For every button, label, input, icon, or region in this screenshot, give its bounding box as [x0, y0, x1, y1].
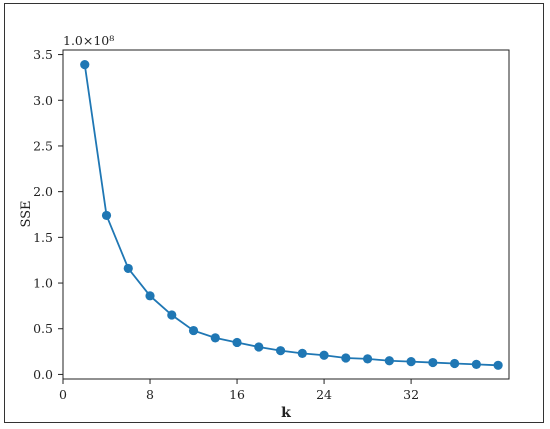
- chart-frame: [4, 3, 544, 423]
- y-tick-label: 3.0: [33, 93, 53, 108]
- x-tick-label: 24: [316, 387, 332, 402]
- x-tick-label: 0: [59, 387, 67, 402]
- y-tick-label: 0.5: [33, 321, 53, 336]
- y-tick-label: 1.0: [33, 276, 53, 291]
- data-point: [341, 353, 351, 363]
- y-tick-label: 3.5: [33, 47, 53, 62]
- series-line: [83, 64, 499, 367]
- data-point: [428, 357, 438, 368]
- y-tick-label: 2.0: [33, 184, 53, 199]
- data-point: [101, 210, 112, 221]
- y-tick-label: 1.5: [33, 230, 53, 245]
- data-point: [493, 360, 503, 370]
- data-point: [319, 350, 329, 360]
- plot-area: [62, 49, 510, 380]
- data-point: [406, 357, 416, 367]
- data-point: [80, 60, 90, 70]
- data-point: [167, 310, 177, 320]
- data-point: [384, 356, 394, 366]
- x-tick-label: 32: [403, 387, 419, 402]
- data-point: [232, 337, 242, 348]
- data-point: [254, 342, 264, 352]
- y-tick-label: 0.0: [33, 367, 53, 382]
- data-point: [210, 333, 220, 343]
- data-point: [471, 359, 481, 369]
- y-axis-label: SSE: [19, 200, 34, 227]
- y-offset-text: 1.0×10⁸: [63, 33, 114, 48]
- data-point: [275, 346, 286, 356]
- x-tick-label: 8: [146, 387, 154, 402]
- data-point: [297, 348, 307, 359]
- x-axis-label: k: [281, 405, 291, 421]
- data-point: [145, 291, 155, 301]
- y-tick-label: 2.5: [33, 138, 53, 153]
- x-tick-label: 16: [229, 387, 245, 402]
- data-point: [450, 358, 460, 369]
- data-point: [188, 325, 199, 336]
- data-point: [362, 354, 373, 364]
- data-point: [123, 263, 133, 274]
